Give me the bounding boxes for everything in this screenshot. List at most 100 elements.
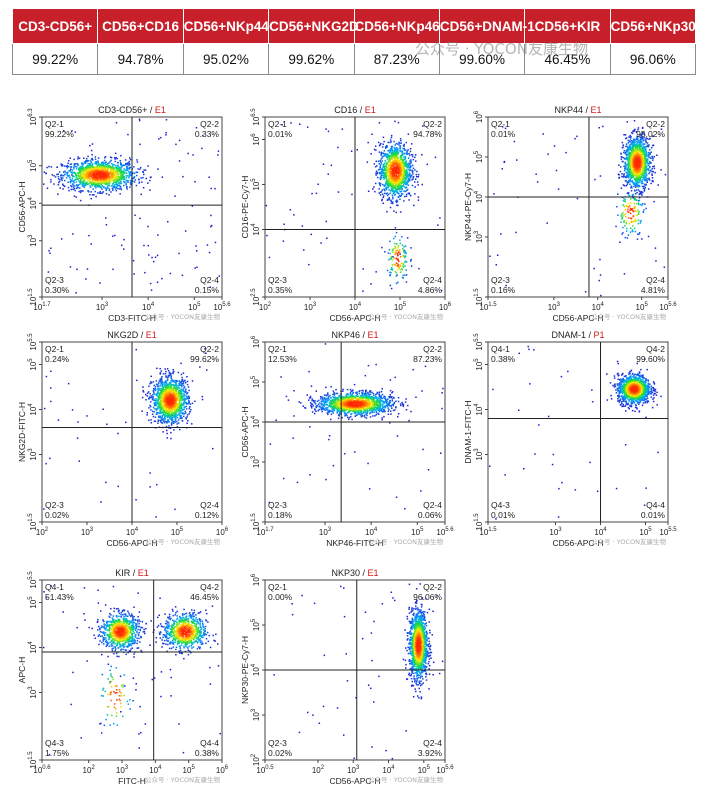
- event-dot: [417, 173, 420, 176]
- event-dot: [403, 170, 405, 173]
- event-dot: [82, 167, 84, 169]
- event-dot: [409, 164, 411, 166]
- event-dot: [392, 163, 395, 165]
- event-dot: [379, 183, 381, 186]
- event-dot: [621, 156, 623, 159]
- event-dot: [168, 421, 170, 423]
- event-dot: [79, 191, 82, 194]
- event-dot: [53, 174, 55, 177]
- event-dot: [629, 183, 631, 185]
- event-dot: [386, 156, 389, 158]
- event-dot: [407, 157, 410, 159]
- y-axis-label: CD56-APC-H: [17, 181, 27, 232]
- event-dot: [117, 180, 119, 182]
- event-dot: [85, 167, 88, 169]
- event-dot: [623, 221, 625, 223]
- event-dot: [599, 175, 602, 177]
- event-dot: [129, 163, 131, 166]
- event-dot: [94, 156, 97, 158]
- event-dot: [188, 413, 190, 415]
- event-dot: [646, 144, 649, 146]
- event-dot: [656, 154, 658, 156]
- event-dot: [382, 195, 385, 197]
- event-dot: [628, 174, 631, 176]
- event-dot: [110, 179, 112, 182]
- event-dot: [150, 422, 153, 424]
- y-tick-label: 104: [251, 223, 261, 236]
- event-dot: [124, 178, 126, 181]
- event-dot: [326, 237, 328, 239]
- event-dot: [127, 181, 129, 183]
- event-dot: [142, 171, 144, 173]
- event-dot: [653, 167, 656, 170]
- event-dot: [634, 189, 636, 192]
- event-dot: [103, 172, 105, 175]
- event-dot: [627, 150, 629, 152]
- event-dot: [406, 166, 408, 168]
- event-dot: [119, 180, 122, 183]
- event-dot: [112, 183, 114, 185]
- event-dot: [403, 185, 405, 187]
- event-dot: [206, 369, 208, 371]
- event-dot: [623, 158, 626, 160]
- x-tick-label: 103: [304, 302, 317, 312]
- event-dot: [628, 136, 630, 138]
- event-dot: [94, 190, 96, 193]
- event-dot: [46, 187, 49, 189]
- event-dot: [633, 130, 635, 133]
- event-dot: [403, 200, 405, 202]
- event-dot: [104, 156, 106, 159]
- event-dot: [397, 188, 400, 190]
- event-dot: [101, 176, 103, 179]
- header-cell: CD56+DNAM-1: [438, 8, 535, 44]
- event-dot: [156, 483, 158, 486]
- event-dot: [380, 182, 382, 185]
- event-dot: [114, 176, 116, 178]
- event-dot: [396, 175, 398, 178]
- event-dot: [389, 274, 391, 277]
- event-dot: [407, 192, 410, 195]
- event-dot: [97, 192, 99, 194]
- event-dot: [86, 183, 88, 185]
- event-dot: [105, 217, 107, 219]
- event-dot: [188, 389, 190, 392]
- event-dot: [125, 182, 127, 185]
- event-dot: [390, 153, 393, 156]
- event-dot: [389, 175, 392, 177]
- event-dot: [397, 168, 400, 171]
- event-dot: [79, 183, 82, 185]
- event-dot: [398, 176, 400, 178]
- event-dot: [624, 236, 627, 239]
- event-dot: [629, 136, 631, 138]
- event-dot: [643, 176, 645, 178]
- event-dot: [392, 201, 394, 203]
- event-dot: [189, 403, 192, 405]
- event-dot: [156, 254, 159, 257]
- event-dot: [111, 175, 113, 177]
- event-dot: [74, 163, 76, 165]
- event-dot: [396, 243, 398, 245]
- event-dot: [191, 423, 193, 425]
- event-dot: [127, 180, 129, 182]
- event-dot: [158, 382, 160, 384]
- event-dot: [148, 419, 150, 422]
- event-dot: [75, 174, 77, 176]
- event-dot: [629, 227, 632, 229]
- event-dot: [395, 272, 398, 274]
- event-dot: [391, 259, 394, 261]
- event-dot: [576, 197, 579, 200]
- event-dot: [392, 177, 394, 179]
- event-dot: [351, 193, 353, 196]
- event-dot: [632, 210, 634, 213]
- event-dot: [57, 419, 60, 421]
- event-dot: [128, 174, 130, 176]
- event-dot: [638, 233, 640, 235]
- event-dot: [178, 382, 180, 385]
- event-dot: [96, 173, 98, 176]
- event-dot: [643, 209, 645, 211]
- value-cell: 96.06%: [609, 43, 697, 75]
- event-dot: [624, 209, 627, 211]
- event-dot: [76, 163, 79, 165]
- event-dot: [405, 163, 407, 165]
- event-dot: [400, 169, 403, 172]
